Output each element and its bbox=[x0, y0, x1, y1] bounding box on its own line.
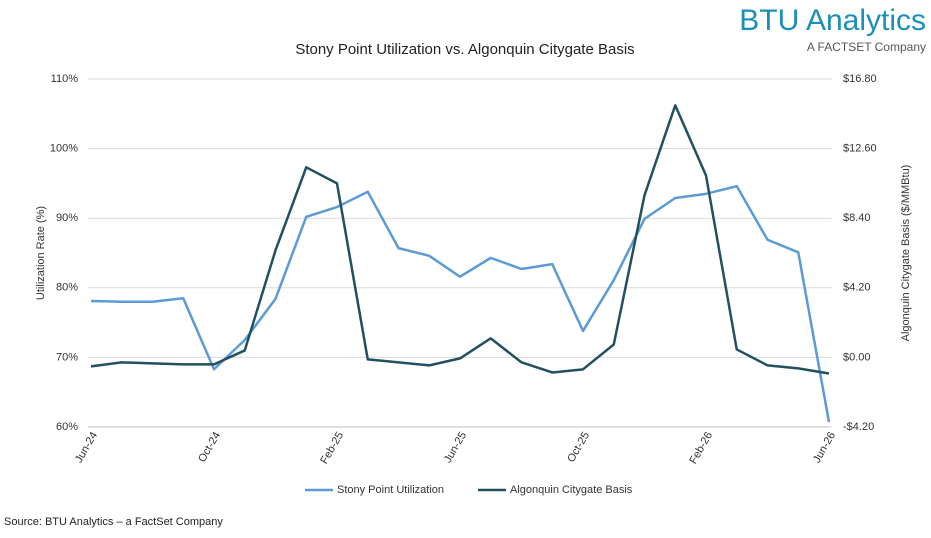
x-tick-label: Jun-25 bbox=[442, 430, 469, 465]
y2-tick-label: -$4.20 bbox=[843, 421, 874, 433]
y-tick-label: 110% bbox=[51, 73, 79, 85]
logo: BTU Analytics bbox=[739, 4, 926, 37]
x-tick-label: Feb-26 bbox=[687, 430, 715, 466]
legend-label: Stony Point Utilization bbox=[337, 484, 444, 496]
x-tick-label: Oct-25 bbox=[565, 430, 592, 465]
y2-axis-label: Algonquin Citygate Basis ($/MMBtu) bbox=[900, 165, 912, 342]
y-tick-label: 90% bbox=[56, 212, 78, 224]
x-tick-label: Jun-26 bbox=[811, 430, 838, 465]
y2-tick-label: $16.80 bbox=[843, 73, 877, 85]
legend-label: Algonquin Citygate Basis bbox=[510, 484, 633, 496]
y-tick-label: 70% bbox=[56, 351, 78, 363]
x-tick-label: Jun-24 bbox=[73, 430, 100, 465]
y-tick-label: 60% bbox=[56, 421, 78, 433]
logo-subtitle: A FACTSET Company bbox=[807, 40, 926, 54]
y2-tick-label: $0.00 bbox=[843, 351, 871, 363]
x-tick-label: Oct-24 bbox=[196, 430, 223, 465]
x-tick-label: Feb-25 bbox=[318, 430, 346, 466]
y2-tick-label: $8.40 bbox=[843, 212, 871, 224]
y-tick-label: 80% bbox=[56, 282, 78, 294]
y-tick-label: 100% bbox=[50, 143, 78, 155]
source: Source: BTU Analytics – a FactSet Compan… bbox=[4, 516, 223, 528]
y2-tick-label: $4.20 bbox=[843, 282, 871, 294]
y2-tick-label: $12.60 bbox=[843, 143, 877, 155]
series-line bbox=[90, 184, 831, 423]
series-line bbox=[90, 104, 830, 375]
chart-title: Stony Point Utilization vs. Algonquin Ci… bbox=[295, 41, 634, 58]
y-axis-label: Utilization Rate (%) bbox=[35, 206, 47, 300]
